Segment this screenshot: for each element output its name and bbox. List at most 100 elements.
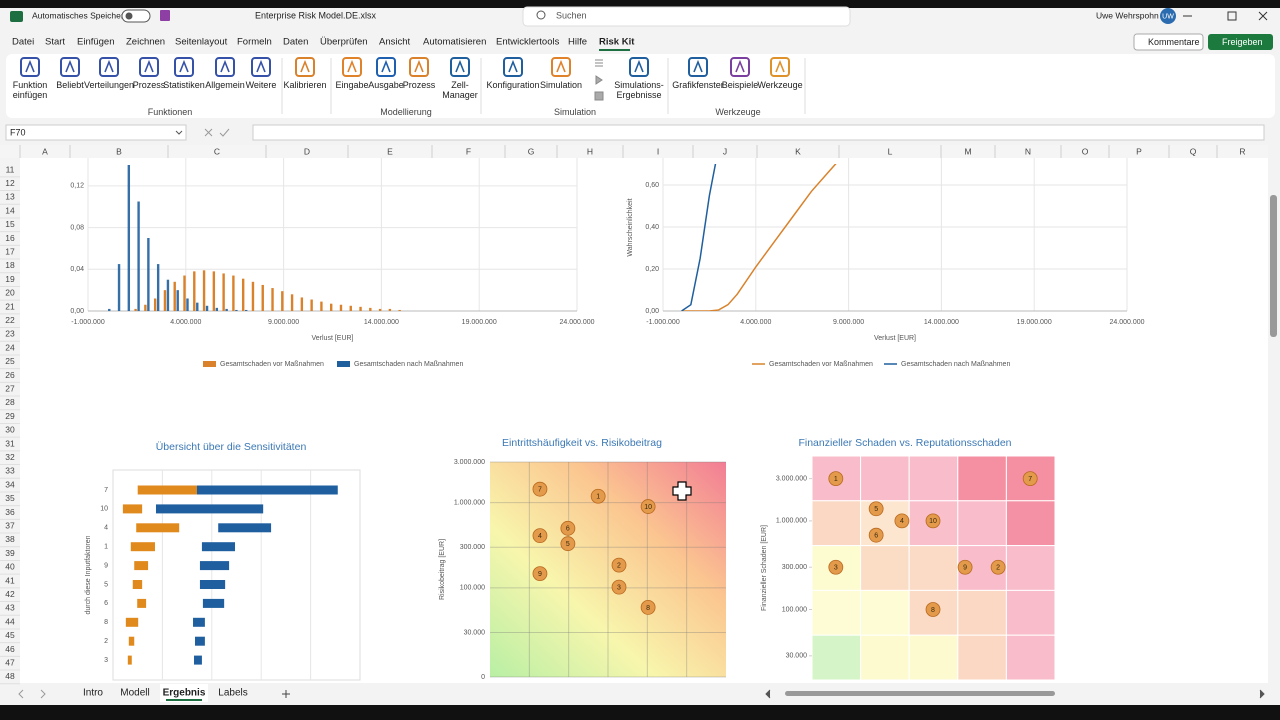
column-header[interactable]: Q [1190,146,1197,156]
ribbon-icon[interactable] [174,57,194,77]
ribbon-button-label[interactable]: Verteilungen [83,80,135,90]
row-header[interactable]: 18 [5,260,15,270]
ribbon-button-label[interactable]: Weitere [245,80,277,90]
column-header[interactable]: N [1025,146,1031,156]
row-header[interactable]: 23 [5,329,15,339]
ribbon-icon[interactable] [215,57,235,77]
menu-tab[interactable]: Automatisieren [423,37,486,48]
column-header[interactable]: M [964,146,971,156]
menu-tab[interactable]: Daten [283,37,308,48]
row-header[interactable]: 22 [5,315,15,325]
column-header[interactable]: B [116,146,122,156]
ribbon-icon[interactable] [551,57,571,77]
row-header[interactable]: 16 [5,233,15,243]
ribbon-icon[interactable] [376,57,396,77]
ribbon-button-label[interactable]: Kalibrieren [283,80,327,90]
row-header[interactable]: 32 [5,452,15,462]
ribbon-button-label[interactable]: Grafikfenster [672,80,724,90]
row-header[interactable]: 30 [5,425,15,435]
ribbon-icon[interactable] [629,57,649,77]
ribbon-icon[interactable] [60,57,80,77]
column-header[interactable]: D [304,146,310,156]
row-header[interactable]: 11 [6,164,15,174]
row-header[interactable]: 20 [5,288,15,298]
ribbon-button-label[interactable]: Eingabe [335,80,369,90]
comments-button[interactable] [1133,33,1204,51]
ribbon-icon[interactable] [342,57,362,77]
ribbon-icon[interactable] [251,57,271,77]
avatar[interactable] [1160,8,1176,24]
menu-tab[interactable]: Hilfe [568,37,587,48]
column-header[interactable]: C [214,146,220,156]
menu-tab[interactable]: Entwicklertools [496,37,560,48]
row-header[interactable]: 42 [5,589,15,599]
ribbon-button-label[interactable]: Simulations-Ergebnisse [614,80,664,100]
sheet-tab[interactable]: Modell [120,688,149,699]
menu-tab[interactable]: Start [45,37,65,48]
column-header[interactable]: J [723,146,727,156]
row-header[interactable]: 21 [5,301,15,311]
column-header[interactable]: P [1136,146,1142,156]
horizontal-scroll-arrows[interactable] [765,689,1265,699]
column-header[interactable]: G [528,146,535,156]
ribbon-icon[interactable] [503,57,523,77]
cancel-icon[interactable] [204,128,213,137]
column-header[interactable]: R [1239,146,1245,156]
row-header[interactable]: 31 [5,438,15,448]
row-header[interactable]: 25 [5,356,15,366]
column-header[interactable]: A [42,146,48,156]
menu-tab[interactable]: Überprüfen [320,37,368,48]
formula-input[interactable] [252,124,1265,141]
menu-tab[interactable]: Datei [12,37,34,48]
column-header[interactable]: K [795,146,801,156]
row-header[interactable]: 45 [5,630,15,640]
row-header[interactable]: 37 [5,520,15,530]
row-header[interactable]: 15 [5,219,15,229]
row-header[interactable]: 44 [5,616,15,626]
ribbon-icon[interactable] [730,57,750,77]
row-header[interactable]: 29 [5,411,15,421]
row-header[interactable]: 39 [5,548,15,558]
ribbon-button-label[interactable]: Zell-Manager [442,80,478,100]
menu-tab[interactable]: Seitenlayout [175,37,228,48]
row-header[interactable]: 35 [5,493,15,503]
search-box[interactable] [522,6,851,27]
row-header[interactable]: 41 [5,575,15,585]
row-header[interactable]: 26 [5,370,15,380]
name-box-arrow[interactable] [175,130,183,135]
ribbon-button-label[interactable]: Allgemein [205,80,245,90]
ribbon-button-label[interactable]: Beliebt [56,80,84,90]
sheet-tab[interactable]: Intro [83,688,103,699]
maximize-button[interactable] [1227,11,1237,21]
ribbon-icon[interactable] [99,57,119,77]
add-sheet-button[interactable] [282,690,290,698]
vertical-scroll-thumb[interactable] [1270,195,1277,337]
row-header[interactable]: 36 [5,507,15,517]
column-header[interactable]: H [587,146,593,156]
menu-tab[interactable]: Risk Kit [599,37,635,48]
menu-tab[interactable]: Formeln [237,37,272,48]
ribbon-icon[interactable] [688,57,708,77]
ribbon-button-label[interactable]: Funktion einfügen [12,80,48,100]
ribbon-button-label[interactable]: Ausgabe [368,80,404,90]
row-header[interactable]: 12 [5,178,15,188]
file-name[interactable]: Enterprise Risk Model.DE.xlsx [255,10,377,20]
row-header[interactable]: 48 [5,671,15,681]
row-header[interactable]: 19 [5,274,15,284]
row-header[interactable]: 24 [5,342,15,352]
sheet-tab[interactable]: Ergebnis [163,688,206,699]
name-box[interactable] [5,124,187,141]
row-header[interactable]: 27 [5,383,15,393]
column-header[interactable]: E [387,146,393,156]
ribbon-icon[interactable] [450,57,470,77]
column-header[interactable]: F [466,146,471,156]
row-header[interactable]: 33 [5,466,15,476]
menu-tab[interactable]: Einfügen [77,37,115,48]
row-header[interactable]: 17 [5,246,15,256]
ribbon-button-label[interactable]: Beispiele [721,80,759,90]
ribbon-icon[interactable] [139,57,159,77]
ribbon-small-icons[interactable] [594,59,604,101]
row-header[interactable]: 47 [5,657,15,667]
row-header[interactable]: 34 [5,479,15,489]
enter-icon[interactable] [219,128,230,137]
